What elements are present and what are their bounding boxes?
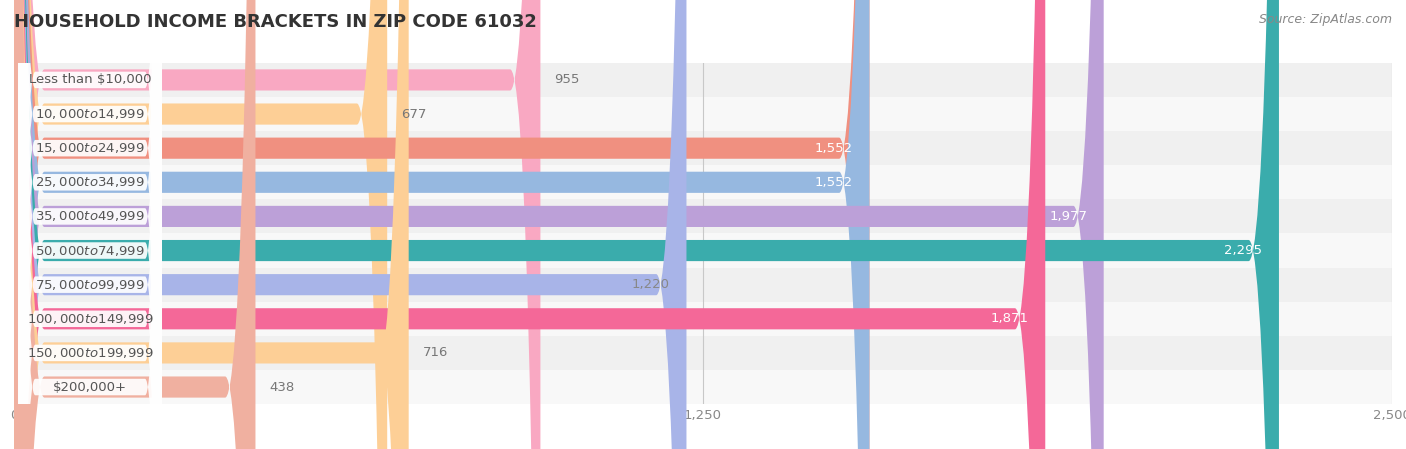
FancyBboxPatch shape <box>14 0 1045 449</box>
Text: 1,977: 1,977 <box>1049 210 1087 223</box>
FancyBboxPatch shape <box>18 0 162 449</box>
Text: 1,220: 1,220 <box>631 278 669 291</box>
Text: $15,000 to $24,999: $15,000 to $24,999 <box>35 141 145 155</box>
Bar <box>14 233 1392 268</box>
Text: Source: ZipAtlas.com: Source: ZipAtlas.com <box>1258 13 1392 26</box>
FancyBboxPatch shape <box>14 0 387 449</box>
FancyBboxPatch shape <box>14 0 1104 449</box>
Bar <box>14 131 1392 165</box>
Text: $50,000 to $74,999: $50,000 to $74,999 <box>35 243 145 258</box>
FancyBboxPatch shape <box>14 0 686 449</box>
FancyBboxPatch shape <box>18 0 162 449</box>
FancyBboxPatch shape <box>14 0 409 449</box>
Text: 1,552: 1,552 <box>815 176 853 189</box>
Bar <box>14 63 1392 97</box>
Text: Less than $10,000: Less than $10,000 <box>30 74 152 86</box>
Text: 1,871: 1,871 <box>991 313 1029 325</box>
Bar <box>14 268 1392 302</box>
Text: 1,552: 1,552 <box>815 142 853 154</box>
FancyBboxPatch shape <box>14 0 869 449</box>
Text: $75,000 to $99,999: $75,000 to $99,999 <box>35 277 145 292</box>
Bar <box>14 302 1392 336</box>
FancyBboxPatch shape <box>18 0 162 449</box>
FancyBboxPatch shape <box>18 0 162 449</box>
Bar <box>14 336 1392 370</box>
FancyBboxPatch shape <box>18 0 162 449</box>
Bar <box>14 199 1392 233</box>
Text: 955: 955 <box>554 74 579 86</box>
Bar <box>14 370 1392 404</box>
FancyBboxPatch shape <box>18 0 162 449</box>
Text: 677: 677 <box>401 108 426 120</box>
FancyBboxPatch shape <box>18 0 162 449</box>
Text: $10,000 to $14,999: $10,000 to $14,999 <box>35 107 145 121</box>
Text: 716: 716 <box>422 347 449 359</box>
Text: HOUSEHOLD INCOME BRACKETS IN ZIP CODE 61032: HOUSEHOLD INCOME BRACKETS IN ZIP CODE 61… <box>14 13 537 31</box>
FancyBboxPatch shape <box>18 0 162 449</box>
Text: $100,000 to $149,999: $100,000 to $149,999 <box>27 312 153 326</box>
FancyBboxPatch shape <box>18 0 162 449</box>
FancyBboxPatch shape <box>14 0 256 449</box>
Text: $25,000 to $34,999: $25,000 to $34,999 <box>35 175 145 189</box>
Bar <box>14 97 1392 131</box>
FancyBboxPatch shape <box>14 0 1279 449</box>
Text: $200,000+: $200,000+ <box>53 381 127 393</box>
FancyBboxPatch shape <box>14 0 540 449</box>
Text: 2,295: 2,295 <box>1225 244 1263 257</box>
FancyBboxPatch shape <box>18 0 162 449</box>
FancyBboxPatch shape <box>14 0 869 449</box>
Text: $35,000 to $49,999: $35,000 to $49,999 <box>35 209 145 224</box>
Text: 438: 438 <box>269 381 294 393</box>
Bar <box>14 165 1392 199</box>
Text: $150,000 to $199,999: $150,000 to $199,999 <box>27 346 153 360</box>
